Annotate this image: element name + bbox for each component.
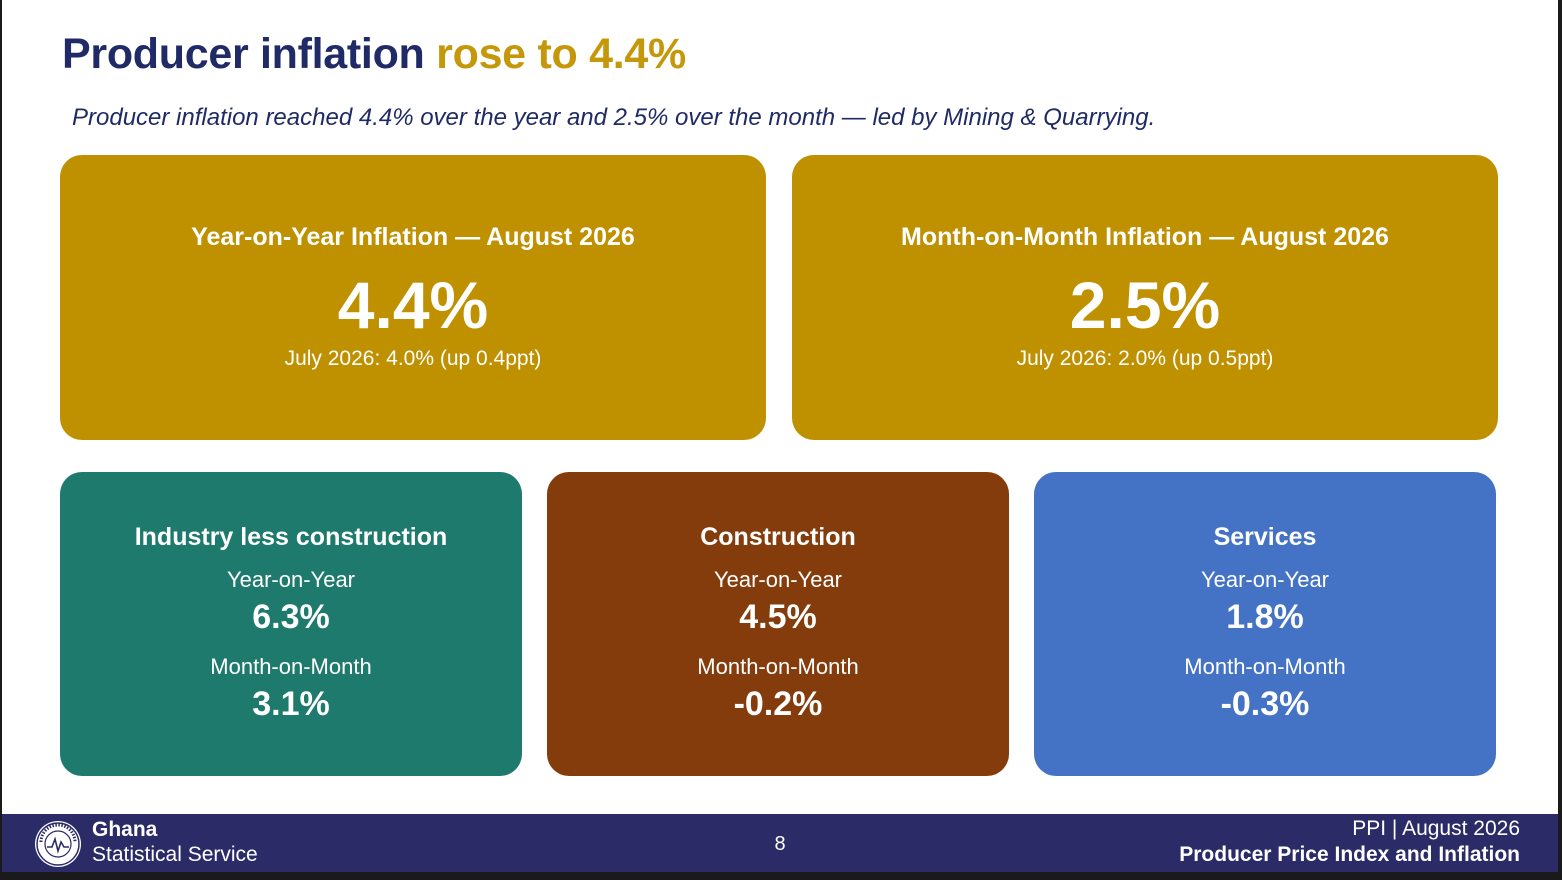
mom-inflation-card: Month-on-Month Inflation — August 2026 2… — [792, 155, 1498, 440]
title-accent: rose to 4.4% — [436, 30, 686, 78]
ghana-statistical-service-seal-icon — [35, 821, 81, 867]
yoy-inflation-card: Year-on-Year Inflation — August 2026 4.4… — [60, 155, 766, 440]
mom-label: Month-on-Month — [697, 654, 859, 679]
yoy-value: 6.3% — [252, 598, 330, 636]
card-label: Month-on-Month Inflation — August 2026 — [901, 223, 1389, 251]
title-main: Producer inflation — [62, 30, 425, 78]
sector-name: Services — [1213, 523, 1317, 551]
card-value: 2.5% — [1069, 268, 1221, 342]
card-note: July 2026: 4.0% (up 0.4ppt) — [284, 347, 542, 370]
sector-name: Construction — [700, 523, 856, 551]
yoy-label: Year-on-Year — [226, 567, 356, 592]
card-value: 4.4% — [337, 268, 489, 342]
mom-value: -0.2% — [733, 685, 823, 723]
mom-label: Month-on-Month — [1184, 654, 1346, 679]
page-title: Producer inflation rose to 4.4% — [62, 30, 686, 79]
mom-label: Month-on-Month — [210, 654, 372, 679]
yoy-value: 4.5% — [739, 598, 817, 636]
card-label: Year-on-Year Inflation — August 2026 — [191, 223, 635, 251]
card-note: July 2026: 2.0% (up 0.5ppt) — [1016, 347, 1274, 370]
sector-name: Industry less construction — [134, 523, 448, 551]
page-number: 8 — [774, 833, 786, 855]
org-name-line1: Ghana — [92, 818, 158, 841]
yoy-label: Year-on-Year — [713, 567, 843, 592]
mom-value: 3.1% — [252, 685, 330, 723]
mom-value: -0.3% — [1220, 685, 1310, 723]
report-title: Producer Price Index and Inflation — [1179, 843, 1520, 866]
report-tag: PPI | August 2026 — [1352, 817, 1520, 840]
page-subtitle: Producer inflation reached 4.4% over the… — [72, 104, 1156, 131]
yoy-value: 1.8% — [1226, 598, 1304, 636]
sector-card-services: Services Year-on-Year 1.8% Month-on-Mont… — [1034, 472, 1496, 776]
footer-bar: Ghana Statistical Service 8 PPI | August… — [2, 814, 1558, 872]
yoy-label: Year-on-Year — [1200, 567, 1330, 592]
sector-card-industry: Industry less construction Year-on-Year … — [60, 472, 522, 776]
org-name-line2: Statistical Service — [92, 843, 258, 866]
sector-card-construction: Construction Year-on-Year 4.5% Month-on-… — [547, 472, 1009, 776]
